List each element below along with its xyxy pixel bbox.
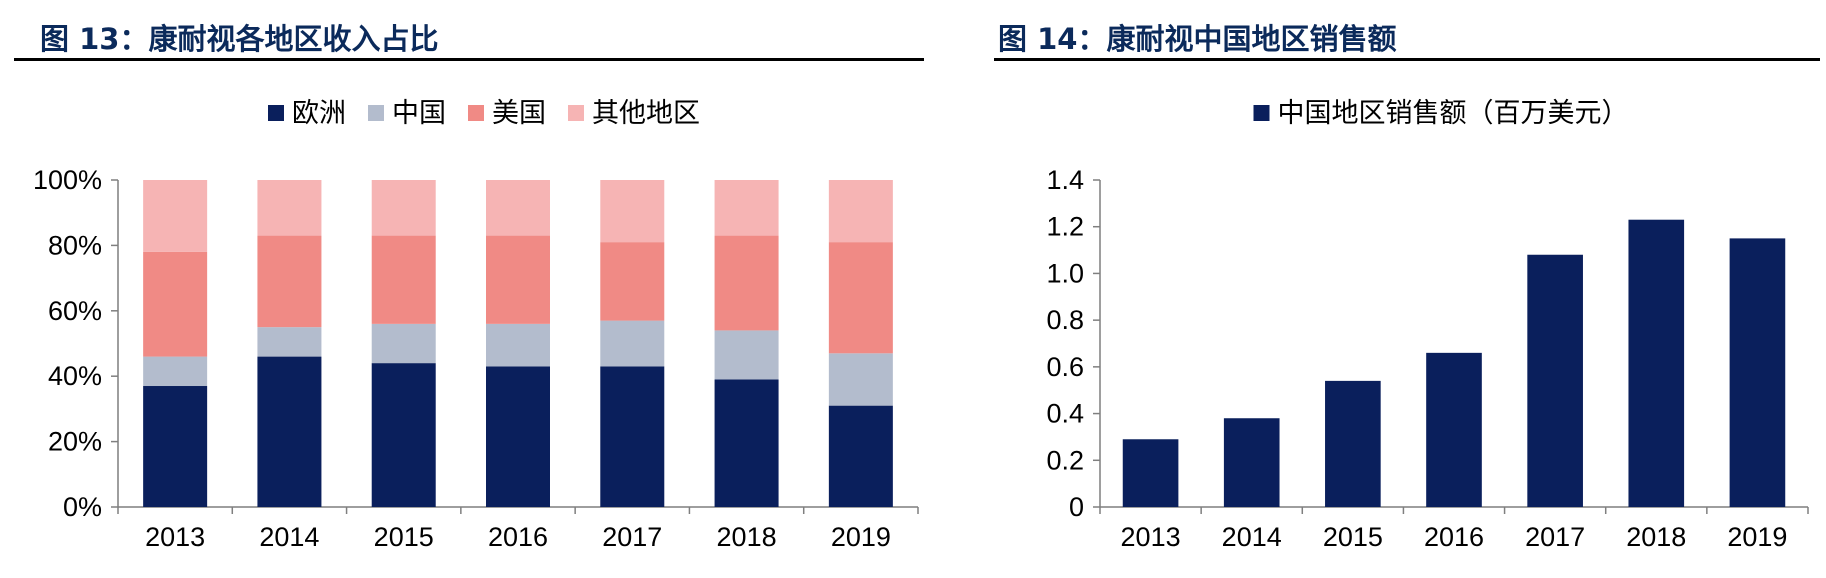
bar-2016-series-2 (486, 235, 550, 324)
x-tick-label: 2018 (1626, 522, 1686, 552)
y-tick-label: 1.0 (1046, 258, 1084, 288)
legend-swatch-1 (368, 105, 384, 121)
bar-2013-series-1 (143, 356, 208, 387)
x-tick-label: 2013 (1121, 522, 1181, 552)
y-tick-label: 0 (1069, 492, 1084, 522)
bar-2019-series-3 (828, 180, 893, 243)
bar-2018-series-1 (714, 330, 779, 380)
x-tick-label: 2016 (1424, 522, 1484, 552)
bar-2015-series-3 (371, 180, 436, 236)
y-tick-label: 1.2 (1046, 212, 1084, 242)
bar-2019-series-0 (828, 405, 893, 507)
bar-2014-series-1 (257, 327, 322, 357)
figure-14-title-rule (994, 58, 1820, 61)
bar-2018-series-0 (714, 379, 779, 507)
x-tick-label: 2015 (374, 522, 434, 552)
figure-13-panel: 图 13：康耐视各地区收入占比 0% 20% 40% 60% 80% 100% 2013 20… (14, 22, 924, 552)
bar-2018-series-3 (714, 180, 779, 236)
x-tick-label: 2016 (488, 522, 548, 552)
y-tick-label: 20% (48, 427, 102, 457)
bar-2014-series-2 (257, 235, 322, 328)
bar-2019-series-2 (828, 242, 893, 354)
legend-label-3: 其他地区 (592, 98, 700, 129)
legend-label-0: 欧洲 (292, 98, 346, 129)
y-tick-label: 1.4 (1046, 165, 1084, 195)
figure-14-title: 图 14：康耐视中国地区销售额 (998, 22, 1397, 56)
bar-2014-series-0 (257, 356, 322, 507)
bar-2013-series-2 (143, 251, 208, 357)
bar-2015-series-2 (371, 235, 436, 324)
legend-swatch-2 (468, 105, 484, 121)
bar-2014-series-0 (1223, 418, 1280, 507)
bar-2017-series-3 (600, 180, 665, 243)
x-tick-label: 2015 (1323, 522, 1383, 552)
bar-2016-series-0 (1426, 352, 1482, 507)
y-tick-label: 60% (48, 296, 102, 326)
bar-2015-series-0 (371, 363, 436, 507)
y-tick-label: 80% (48, 230, 102, 260)
figure-13-title-rule (14, 58, 924, 61)
bar-2016-series-3 (486, 180, 550, 236)
y-tick-label: 0.6 (1046, 352, 1084, 382)
bar-2016-series-1 (486, 323, 550, 367)
figure-14-panel: 图 14：康耐视中国地区销售额 0 0.2 0.4 0.6 0.8 1.0 1.2 1.4 20… (990, 0, 1826, 578)
legend-swatch-3 (568, 105, 584, 121)
x-tick-label: 2014 (259, 522, 319, 552)
china-sales-chart: 0 0.2 0.4 0.6 0.8 1.0 1.2 1.4 2013 2014 2015 2016 20… (1046, 98, 1809, 552)
bar-2019-series-1 (828, 353, 893, 406)
y-tick-label: 0.8 (1046, 305, 1084, 335)
x-tick-label: 2017 (1525, 522, 1585, 552)
bar-2016-series-0 (486, 366, 550, 507)
stacked-share-chart: 0% 20% 40% 60% 80% 100% 2013 2014 2015 2016 2017 20… (33, 98, 919, 552)
x-tick-label: 2019 (831, 522, 891, 552)
bar-2014-series-3 (257, 180, 322, 236)
figure-13-title: 图 13：康耐视各地区收入占比 (40, 22, 439, 56)
x-tick-label: 2018 (717, 522, 777, 552)
bar-2015-series-0 (1325, 380, 1381, 507)
bar-2013-series-3 (143, 180, 208, 252)
x-tick-label: 2017 (602, 522, 662, 552)
y-tick-label: 0% (63, 492, 102, 522)
y-tick-label: 0.2 (1046, 445, 1084, 475)
bar-2013-series-0 (143, 386, 208, 507)
bar-2013-series-0 (1122, 439, 1179, 507)
bar-2017-series-2 (600, 242, 665, 321)
x-tick-label: 2014 (1222, 522, 1282, 552)
bar-2017-series-0 (1527, 254, 1583, 507)
legend-swatch-0 (1253, 105, 1270, 121)
bar-2018-series-0 (1628, 219, 1685, 507)
y-tick-label: 40% (48, 361, 102, 391)
legend-label-0: 中国地区销售额（百万美元） (1278, 98, 1629, 129)
x-tick-label: 2013 (145, 522, 205, 552)
y-tick-label: 0.4 (1046, 399, 1084, 429)
bar-2017-series-0 (600, 366, 665, 507)
bar-2015-series-1 (371, 323, 436, 364)
x-tick-label: 2019 (1727, 522, 1787, 552)
legend-label-2: 美国 (492, 98, 546, 129)
bar-2018-series-2 (714, 235, 779, 331)
legend-swatch-0 (268, 105, 284, 121)
bar-2019-series-0 (1729, 238, 1786, 507)
bar-2017-series-1 (600, 320, 665, 367)
y-tick-label: 100% (33, 165, 102, 195)
legend-label-1: 中国 (392, 98, 446, 129)
